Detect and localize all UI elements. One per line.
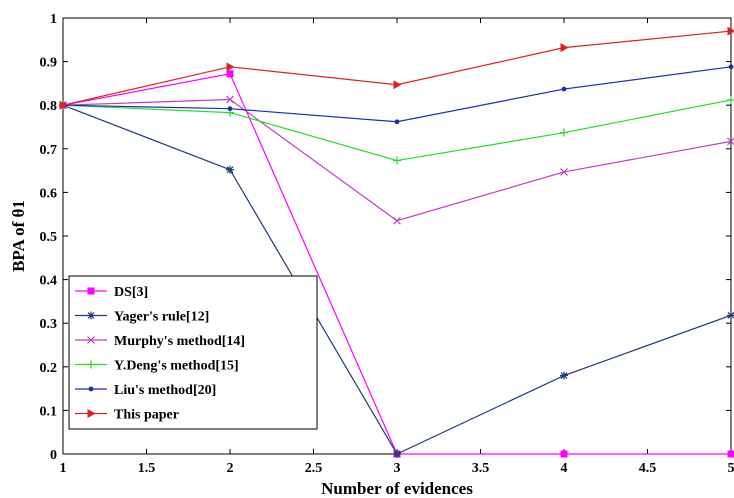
series-3 [59,95,734,165]
data-point [59,100,68,110]
y-tick-label: 0.7 [40,143,58,158]
legend-label: Yager's rule[12] [114,310,209,325]
legend-box [68,275,318,430]
data-point [560,167,568,176]
y-tick-label: 0.1 [40,404,58,419]
y-axis-label: BPA of θ1 [9,200,28,272]
data-point [728,64,734,70]
x-axis-label: Number of evidences [321,479,473,498]
legend-label: This paper [114,408,179,423]
legend-marker [87,311,95,320]
data-point [561,86,567,92]
legend-entry: This paper [75,408,179,423]
x-tick-label: 2 [227,461,234,476]
legend: DS[3] Yager's rule[12] Murphy's method[14]… [68,275,318,430]
series-layer [59,26,734,458]
data-point [226,70,234,78]
data-point [393,156,401,165]
legend-entry: Yager's rule[12] [75,310,209,325]
legend-label: Murphy's method[14] [114,334,245,349]
data-point [227,106,233,112]
data-point [560,43,569,53]
data-point [727,450,734,458]
x-tick-label: 2.5 [305,461,323,476]
data-point [394,119,400,125]
data-point [727,26,734,36]
legend-marker [87,287,95,295]
series-5 [59,26,734,110]
x-tick-label: 5 [728,461,734,476]
data-point [727,311,734,320]
x-tick-label: 4.5 [639,461,657,476]
y-tick-label: 0.9 [40,56,58,71]
data-point [727,137,734,146]
legend-marker [88,386,94,392]
legend-label: Y.Deng's method[15] [114,359,239,374]
legend-entry: Y.Deng's method[15] [75,359,239,374]
legend-entry: DS[3] [75,285,148,300]
y-tick-label: 0 [50,448,57,463]
x-tick-label: 1 [60,461,67,476]
data-point [393,80,402,90]
data-point [560,128,568,137]
y-tick-label: 0.8 [40,99,58,114]
data-point [393,216,401,225]
data-point [226,95,234,104]
x-tick-label: 3.5 [472,461,490,476]
legend-marker [87,360,95,369]
y-tick-label: 0.4 [40,274,58,289]
legend-label: Liu's method[20] [114,383,216,398]
data-point [560,450,568,458]
legend-marker [87,409,96,418]
y-tick-label: 0.5 [40,230,58,245]
series-2 [59,95,734,225]
y-tick-label: 0.2 [40,361,58,376]
y-tick-label: 0.3 [40,317,58,332]
x-tick-label: 1.5 [138,461,156,476]
y-tick-label: 0.6 [40,186,58,201]
x-tick-label: 3 [394,461,401,476]
y-tick-label: 1 [50,12,57,27]
data-point [393,450,401,458]
legend-label: DS[3] [114,285,148,300]
x-tick-label: 4 [561,461,568,476]
data-point [226,62,235,72]
data-point [560,371,568,380]
legend-marker [87,336,95,344]
legend-entry: Murphy's method[14] [75,334,245,349]
data-point [226,165,234,174]
legend-entry: Liu's method[20] [75,383,216,398]
